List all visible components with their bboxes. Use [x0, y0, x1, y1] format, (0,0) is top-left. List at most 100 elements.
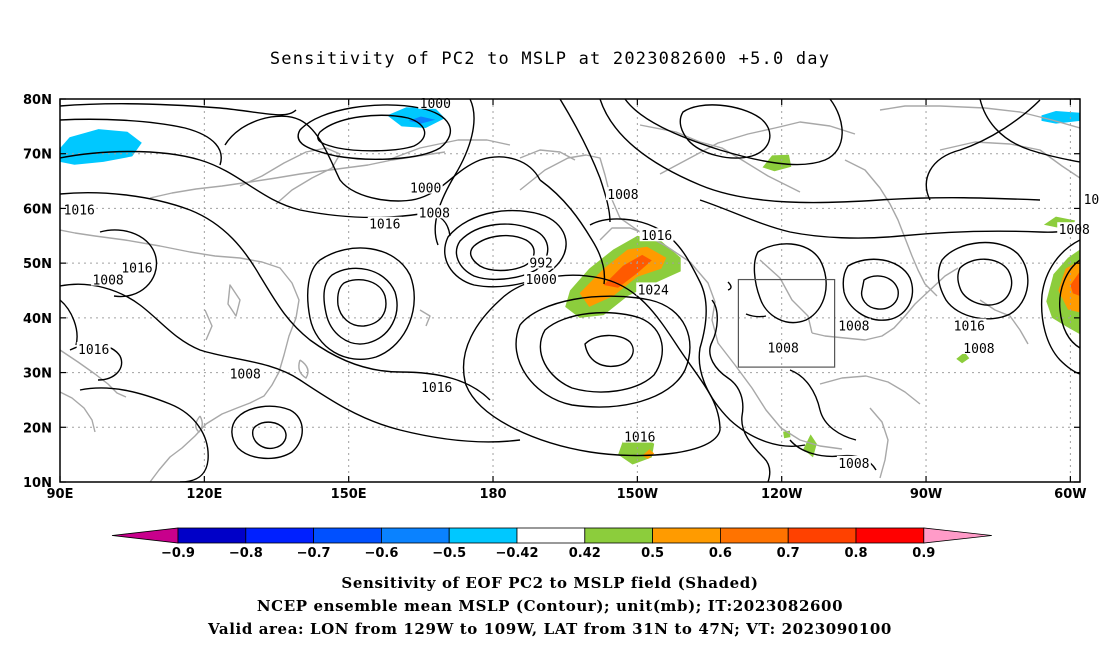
contour-label-16: 1016	[622, 429, 657, 446]
contour-label-7: 1008	[417, 205, 452, 221]
colorbar: −0.9 −0.8 −0.7 −0.6 −0.5 −0.42 0.42 0.5 0.6 0.7 0.…	[111, 527, 992, 561]
contour-label-2: 1000	[408, 180, 443, 197]
colorbar-label: −0.42	[496, 546, 539, 561]
colorbar-label: 0.8	[844, 546, 867, 561]
svg-text:1016: 1016	[78, 343, 109, 358]
contour-label-20: 1008	[961, 340, 996, 357]
lon-tick-label: 90W	[910, 487, 942, 502]
colorbar-label: −0.6	[364, 546, 398, 561]
colorbar-label: 0.5	[641, 546, 664, 561]
shaded-region-10	[642, 449, 655, 459]
colorbar-low-triangle	[111, 527, 179, 544]
svg-text:1000: 1000	[410, 182, 441, 197]
lat-tick-label: 60N	[23, 202, 52, 217]
colorbar-segment-5	[448, 527, 518, 544]
lon-tick-label: 120W	[761, 487, 802, 502]
svg-text:1008: 1008	[767, 341, 798, 356]
svg-text:1008: 1008	[419, 206, 450, 221]
sensitivity-shading	[60, 107, 1080, 465]
svg-text:1016: 1016	[64, 204, 95, 219]
svg-text:1016: 1016	[624, 431, 655, 446]
mslp-contours	[60, 99, 1080, 482]
valid-area-box	[737, 278, 836, 368]
svg-text:1000: 1000	[420, 97, 451, 112]
svg-text:1016: 1016	[369, 218, 400, 233]
lat-tick-label: 50N	[23, 257, 52, 272]
contour-label-17: 1008	[766, 340, 801, 356]
contour-label-18: 1008	[836, 318, 871, 335]
colorbar-label: −0.7	[297, 546, 331, 561]
svg-text:1008: 1008	[1059, 223, 1090, 238]
lat-tick-label: 20N	[23, 421, 52, 436]
contour-label-23: 1008	[1057, 222, 1092, 238]
shaded-region-3	[408, 116, 436, 124]
shaded-region-4	[1041, 111, 1080, 124]
contour-label-4: 1008	[91, 272, 126, 289]
svg-text:1024: 1024	[638, 283, 669, 298]
svg-text:1016: 1016	[421, 381, 452, 396]
svg-text:1016: 1016	[121, 262, 152, 277]
shaded-region-1	[60, 129, 142, 165]
colorbar-label: 0.42	[569, 546, 601, 561]
svg-text:1008: 1008	[230, 368, 261, 383]
contour-label-14: 1008	[228, 366, 263, 383]
contour-label-9: 1016	[639, 228, 674, 244]
shaded-region-2	[387, 107, 445, 128]
contour-labels: 1000100010161008101610161008100810169921…	[62, 95, 1100, 472]
colorbar-segment-4	[380, 527, 450, 544]
contour-label-12: 1024	[636, 282, 671, 298]
lat-tick-label: 40N	[23, 312, 52, 327]
colorbar-segment-8	[652, 527, 721, 544]
lon-tick-label: 150E	[331, 487, 367, 502]
contour-label-6: 1016	[367, 216, 402, 233]
contour-label-19: 1016	[952, 318, 987, 335]
svg-text:1008: 1008	[838, 457, 869, 472]
contour-label-21: 1008	[836, 455, 871, 472]
colorbar-label: 0.6	[709, 546, 732, 561]
colorbar-label: −0.5	[432, 546, 466, 561]
coastlines	[60, 105, 1080, 482]
colorbar-segment-11	[855, 527, 925, 544]
lat-tick-label: 10N	[23, 476, 52, 491]
contour-label-5: 1016	[119, 260, 154, 277]
axis-ticks	[59, 98, 1080, 483]
axis-labels: 90E 120E 150E 180 150W 120W 90W 60W 80N 70N 60N 50N…	[23, 93, 1087, 502]
lat-tick-label: 30N	[23, 367, 52, 382]
svg-text:1008: 1008	[607, 188, 638, 203]
shaded-region-16	[1058, 260, 1080, 313]
map-frame	[59, 98, 1081, 483]
shaded-region-17	[1070, 271, 1080, 296]
colorbar-segment-6	[516, 527, 586, 544]
colorbar-label: 0.9	[912, 546, 935, 561]
lon-tick-label: 120E	[186, 487, 222, 502]
shaded-region-7	[603, 254, 652, 288]
colorbar-high-triangle	[923, 527, 992, 544]
svg-text:992: 992	[529, 257, 552, 272]
lat-tick-label: 80N	[23, 93, 52, 108]
shaded-region-9	[618, 436, 655, 465]
contour-label-13: 1016	[76, 342, 111, 358]
colorbar-label: −0.8	[229, 546, 263, 561]
lat-tick-label: 70N	[23, 148, 52, 163]
colorbar-label: 0.7	[777, 546, 800, 561]
lon-tick-label: 90E	[47, 487, 74, 502]
contour-label-22: 1008	[1082, 192, 1100, 208]
colorbar-label: −0.9	[161, 546, 195, 561]
lon-tick-label: 180	[479, 487, 506, 502]
contour-label-11: 1000	[524, 272, 559, 288]
footer-line-1: Sensitivity of EOF PC2 to MSLP field (Sh…	[341, 574, 759, 592]
footer-line-2: NCEP ensemble mean MSLP (Contour); unit(…	[256, 597, 844, 615]
svg-text:1008: 1008	[963, 342, 994, 357]
contour-label-10: 992	[528, 255, 555, 272]
contour-label-3: 1016	[62, 202, 97, 219]
svg-text:1000: 1000	[525, 273, 556, 288]
svg-text:1008: 1008	[838, 320, 869, 335]
shaded-region-13	[956, 352, 970, 364]
lon-tick-label: 150W	[617, 487, 658, 502]
footer-line-3: Valid area: LON from 129W to 109W, LAT f…	[208, 620, 892, 638]
colorbar-segment-10	[787, 527, 857, 544]
contour-label-15: 1016	[419, 379, 454, 396]
svg-text:1016: 1016	[954, 320, 985, 335]
contour-label-8: 1008	[605, 187, 640, 203]
